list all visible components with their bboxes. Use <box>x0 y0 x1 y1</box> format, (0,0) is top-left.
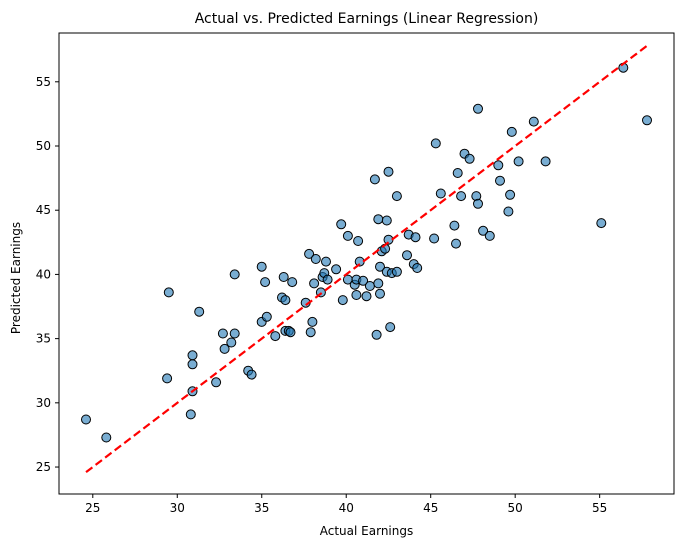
scatter-point <box>478 225 489 236</box>
scatter-point <box>246 369 257 380</box>
scatter-point <box>270 331 281 342</box>
scatter-point <box>596 218 607 229</box>
scatter-point <box>307 316 318 327</box>
scatter-point <box>285 327 296 338</box>
scatter-point <box>211 377 222 388</box>
scatter-point <box>375 261 385 272</box>
scatter-point <box>484 230 495 241</box>
scatter-point <box>371 329 382 340</box>
scatter-point <box>381 215 392 226</box>
scatter-point <box>353 236 364 246</box>
scatter-point <box>310 254 321 264</box>
scatter-point <box>337 295 348 306</box>
scatter-point <box>219 343 230 354</box>
chart-title: Actual vs. Predicted Earnings (Linear Re… <box>195 11 539 27</box>
scatter-point <box>402 250 412 261</box>
scatter-point <box>260 277 271 288</box>
scatter-point <box>229 328 240 339</box>
scatter-point <box>495 175 505 186</box>
scatter-point <box>493 160 504 171</box>
y-tick-label: 35 <box>36 332 51 346</box>
scatter-point <box>229 269 240 280</box>
scatter-point <box>473 198 483 209</box>
scatter-point <box>503 206 514 217</box>
scatter-point <box>435 188 446 199</box>
plot-area <box>81 44 652 474</box>
scatter-point <box>373 214 384 225</box>
scatter-point <box>185 409 196 420</box>
scatter-point <box>449 220 460 231</box>
x-tick-label: 25 <box>85 501 100 515</box>
scatter-point <box>194 306 205 317</box>
x-tick-label: 30 <box>170 501 185 515</box>
scatter-point <box>540 156 551 167</box>
y-tick-label: 30 <box>36 396 51 410</box>
scatter-point <box>187 359 198 370</box>
scatter-point <box>358 275 369 286</box>
scatter-point <box>187 350 198 361</box>
x-tick-label: 50 <box>508 501 523 515</box>
scatter-point <box>256 261 267 272</box>
scatter-point <box>81 414 91 425</box>
scatter-point <box>226 337 237 348</box>
y-axis-label: Predicted Earnings <box>9 222 23 334</box>
scatter-point <box>464 153 475 164</box>
scatter-point <box>261 311 272 322</box>
scatter-point <box>452 168 463 178</box>
x-tick-label: 40 <box>339 501 354 515</box>
scatter-point <box>369 174 380 185</box>
y-tick-label: 25 <box>36 460 51 474</box>
scatter-point <box>305 327 316 338</box>
scatter-point <box>351 290 362 300</box>
scatter-point <box>451 238 461 249</box>
x-axis: 25 30 35 40 45 50 55 <box>85 494 607 515</box>
scatter-point <box>506 126 517 137</box>
scatter-point <box>217 328 228 339</box>
scatter-point <box>375 288 385 299</box>
scatter-point <box>373 278 384 289</box>
x-tick-label: 35 <box>254 501 269 515</box>
scatter-point <box>287 277 298 288</box>
scatter-point <box>280 295 291 306</box>
x-tick-label: 45 <box>423 501 438 515</box>
scatter-point <box>383 166 394 177</box>
plot-frame <box>58 32 675 495</box>
scatter-point <box>528 116 539 127</box>
scatter-point <box>101 432 112 443</box>
y-tick-label: 40 <box>36 267 51 281</box>
scatter-point <box>391 191 402 202</box>
scatter-point <box>642 115 652 126</box>
scatter-point <box>364 281 375 291</box>
scatter-point <box>361 291 372 302</box>
y-tick-label: 45 <box>36 203 51 217</box>
scatter-point <box>385 322 396 333</box>
scatter-point <box>278 272 289 282</box>
scatter-point <box>309 278 320 289</box>
scatter-point <box>456 191 467 202</box>
scatter-point <box>321 256 331 267</box>
scatter-point <box>322 274 333 285</box>
scatter-point <box>162 373 173 384</box>
y-axis: 25 30 35 40 45 50 55 <box>36 75 59 474</box>
scatter-point <box>430 138 441 149</box>
scatter-point <box>473 103 483 114</box>
scatter-point <box>391 266 402 277</box>
scatter-point <box>410 232 421 243</box>
x-axis-label: Actual Earnings <box>320 524 413 538</box>
scatter-point <box>429 233 440 244</box>
y-tick-label: 50 <box>36 139 51 153</box>
reference-line <box>85 44 648 474</box>
scatter-point <box>412 263 423 273</box>
scatter-point <box>342 230 353 241</box>
x-tick-label: 55 <box>592 501 607 515</box>
scatter-point <box>304 248 315 259</box>
scatter-point <box>336 219 347 230</box>
scatter-point <box>505 189 516 200</box>
scatter-point <box>163 287 174 298</box>
scatter-point <box>331 264 342 275</box>
y-tick-label: 55 <box>36 75 51 89</box>
scatter-point <box>513 156 524 167</box>
